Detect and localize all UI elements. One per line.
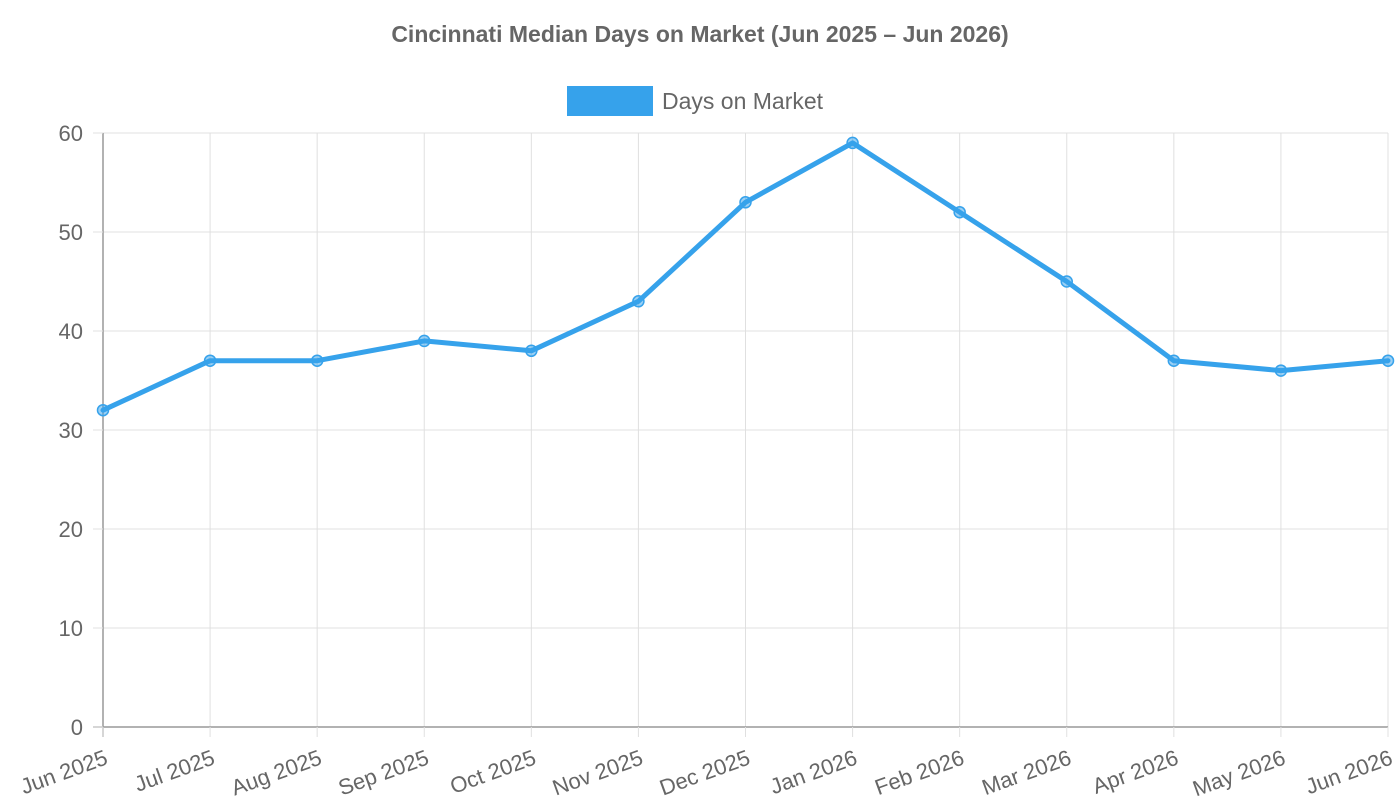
- legend-swatch: [567, 86, 653, 116]
- series: [96, 136, 1395, 417]
- x-tick-label: Oct 2025: [447, 745, 539, 799]
- y-tick-label: 0: [71, 715, 83, 740]
- data-point[interactable]: [96, 403, 110, 417]
- data-point[interactable]: [310, 354, 324, 367]
- data-point[interactable]: [203, 354, 217, 367]
- data-point[interactable]: [1274, 364, 1288, 377]
- y-tick-label: 30: [59, 418, 83, 443]
- x-tick-label: May 2026: [1189, 745, 1288, 800]
- x-tick-label: Aug 2025: [228, 745, 325, 800]
- x-tick-label: Jun 2026: [1302, 745, 1396, 799]
- y-tick-label: 40: [59, 319, 83, 344]
- y-tick-label: 60: [59, 121, 83, 146]
- axes: [93, 133, 1388, 737]
- data-point[interactable]: [739, 196, 752, 209]
- legend-label: Days on Market: [662, 88, 824, 114]
- x-tick-label: Nov 2025: [549, 745, 646, 800]
- x-tick-label: Jun 2025: [17, 745, 111, 799]
- x-axis-ticks: Jun 2025 Jul 2025 Aug 2025 Sep 2025 Oct 2025…: [17, 727, 1396, 800]
- y-axis-ticks: 0 10 20 30 40 50 60: [59, 121, 103, 740]
- y-tick-label: 10: [59, 616, 83, 641]
- data-point[interactable]: [953, 205, 966, 219]
- data-point[interactable]: [632, 295, 645, 308]
- x-tick-label: Sep 2025: [335, 745, 432, 800]
- data-point[interactable]: [846, 136, 859, 150]
- grid: [103, 132, 1389, 727]
- data-point[interactable]: [418, 334, 431, 348]
- data-point[interactable]: [1060, 275, 1073, 288]
- data-point[interactable]: [525, 344, 538, 358]
- chart-title: Cincinnati Median Days on Market (Jun 20…: [391, 21, 1008, 47]
- y-tick-label: 20: [59, 517, 83, 542]
- x-tick-label: Feb 2026: [871, 745, 967, 800]
- data-point[interactable]: [1167, 354, 1181, 367]
- x-tick-label: Mar 2026: [979, 745, 1075, 800]
- x-tick-label: Jul 2025: [131, 745, 218, 797]
- x-tick-label: Apr 2026: [1089, 745, 1181, 799]
- x-tick-label: Dec 2025: [656, 745, 753, 800]
- y-tick-label: 50: [59, 220, 83, 245]
- x-tick-label: Jan 2026: [767, 745, 861, 799]
- data-point[interactable]: [1381, 354, 1395, 367]
- legend[interactable]: Days on Market: [567, 86, 824, 116]
